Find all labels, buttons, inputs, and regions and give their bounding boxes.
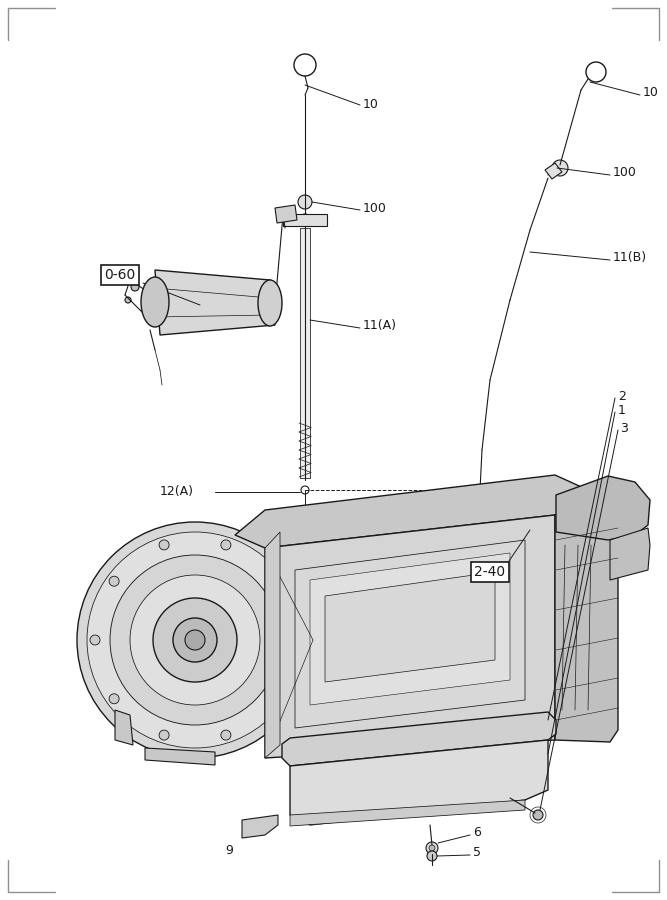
Circle shape bbox=[486, 706, 494, 714]
Circle shape bbox=[221, 730, 231, 740]
Polygon shape bbox=[290, 740, 548, 825]
Polygon shape bbox=[300, 228, 310, 478]
Circle shape bbox=[301, 486, 309, 494]
Polygon shape bbox=[145, 748, 215, 765]
Text: 100: 100 bbox=[363, 202, 387, 214]
Polygon shape bbox=[555, 500, 618, 742]
Circle shape bbox=[426, 842, 438, 854]
Circle shape bbox=[436, 552, 444, 560]
Text: 0-60: 0-60 bbox=[104, 268, 135, 282]
Polygon shape bbox=[545, 163, 562, 179]
Circle shape bbox=[110, 555, 280, 725]
Polygon shape bbox=[325, 572, 495, 682]
Text: 12(A): 12(A) bbox=[160, 485, 194, 499]
Ellipse shape bbox=[258, 280, 282, 326]
Circle shape bbox=[386, 558, 394, 566]
Circle shape bbox=[386, 742, 394, 750]
Circle shape bbox=[298, 195, 312, 209]
Polygon shape bbox=[610, 528, 650, 580]
Circle shape bbox=[598, 490, 638, 530]
Circle shape bbox=[131, 283, 139, 291]
Polygon shape bbox=[155, 270, 275, 335]
Circle shape bbox=[336, 564, 344, 572]
Text: 10: 10 bbox=[643, 86, 659, 100]
Circle shape bbox=[444, 736, 452, 744]
Circle shape bbox=[130, 575, 260, 705]
Circle shape bbox=[336, 684, 344, 692]
Circle shape bbox=[533, 810, 543, 820]
Circle shape bbox=[299, 214, 311, 226]
Text: 1: 1 bbox=[618, 403, 626, 417]
Circle shape bbox=[271, 694, 281, 704]
Circle shape bbox=[427, 851, 437, 861]
Circle shape bbox=[290, 635, 300, 645]
Circle shape bbox=[299, 751, 307, 759]
Polygon shape bbox=[556, 476, 650, 540]
Polygon shape bbox=[235, 475, 618, 548]
Circle shape bbox=[271, 576, 281, 586]
Circle shape bbox=[473, 734, 481, 742]
Circle shape bbox=[159, 730, 169, 740]
Circle shape bbox=[109, 694, 119, 704]
Circle shape bbox=[415, 739, 423, 747]
Text: 3: 3 bbox=[620, 421, 628, 435]
Circle shape bbox=[173, 618, 217, 662]
Circle shape bbox=[90, 635, 100, 645]
Polygon shape bbox=[265, 515, 555, 758]
Polygon shape bbox=[283, 214, 327, 226]
Text: 11(B): 11(B) bbox=[613, 251, 647, 265]
Circle shape bbox=[521, 711, 529, 719]
Polygon shape bbox=[275, 205, 297, 223]
Circle shape bbox=[552, 160, 568, 176]
Text: 2: 2 bbox=[618, 390, 626, 402]
Circle shape bbox=[486, 546, 494, 554]
Circle shape bbox=[328, 748, 336, 756]
Circle shape bbox=[521, 541, 529, 549]
Circle shape bbox=[521, 596, 529, 604]
Circle shape bbox=[109, 576, 119, 586]
Circle shape bbox=[502, 730, 510, 738]
Circle shape bbox=[357, 745, 365, 752]
Polygon shape bbox=[115, 710, 133, 745]
Polygon shape bbox=[310, 553, 510, 705]
Circle shape bbox=[185, 630, 205, 650]
Text: 100: 100 bbox=[613, 166, 637, 179]
Circle shape bbox=[125, 297, 131, 303]
Circle shape bbox=[291, 571, 299, 579]
Ellipse shape bbox=[141, 277, 169, 327]
Circle shape bbox=[77, 522, 313, 758]
Circle shape bbox=[159, 540, 169, 550]
Text: 6: 6 bbox=[473, 826, 481, 840]
Text: 9: 9 bbox=[225, 843, 233, 857]
Circle shape bbox=[291, 676, 299, 684]
Polygon shape bbox=[242, 815, 278, 838]
Polygon shape bbox=[295, 540, 525, 728]
Text: 2-40: 2-40 bbox=[474, 565, 506, 579]
Polygon shape bbox=[282, 712, 556, 766]
Circle shape bbox=[429, 845, 435, 851]
Polygon shape bbox=[290, 800, 525, 826]
Circle shape bbox=[531, 727, 539, 735]
Circle shape bbox=[291, 621, 299, 629]
Text: 5: 5 bbox=[473, 847, 481, 860]
Circle shape bbox=[436, 699, 444, 707]
Text: 11(A): 11(A) bbox=[363, 320, 397, 332]
Circle shape bbox=[386, 692, 394, 700]
Circle shape bbox=[221, 540, 231, 550]
Text: 10: 10 bbox=[363, 97, 379, 111]
Circle shape bbox=[608, 500, 628, 520]
Circle shape bbox=[87, 532, 303, 748]
Polygon shape bbox=[265, 532, 280, 758]
Circle shape bbox=[153, 598, 237, 682]
Circle shape bbox=[302, 217, 308, 223]
